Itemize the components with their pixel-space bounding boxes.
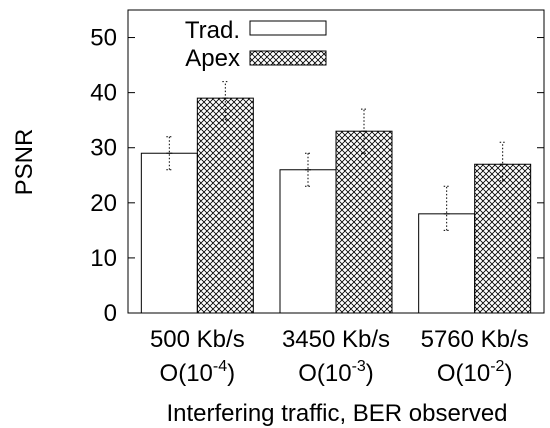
x-tick-label-rate: 500 Kb/s <box>150 326 245 353</box>
x-tick-label-rate: 5760 Kb/s <box>421 326 529 353</box>
bar-trad-0 <box>140 152 198 314</box>
y-tick-label: 30 <box>90 135 117 162</box>
y-tick-label: 40 <box>90 80 117 107</box>
y-axis-label: PSNR <box>11 129 38 196</box>
y-tick-label: 50 <box>90 25 117 52</box>
legend: Trad. Apex <box>185 17 327 72</box>
bar-trad-2 <box>418 213 476 314</box>
y-tick-group: 0 10 20 30 40 50 <box>90 25 544 327</box>
bar-apex-0 <box>196 97 254 314</box>
y-tick-label: 20 <box>90 190 117 217</box>
bar-apex-2 <box>474 163 532 314</box>
x-tick-label-ber: O(10-2) <box>437 358 513 387</box>
x-tick-group: 500 Kb/s O(10-4) 3450 Kb/s O(10-3) 5760 Kb/s… <box>150 326 529 387</box>
error-bar-group <box>166 81 506 231</box>
x-tick-label-ber: O(10-3) <box>298 358 374 387</box>
bar-trad-1 <box>279 169 337 314</box>
y-tick-label: 0 <box>104 300 117 327</box>
bar-group <box>140 97 532 314</box>
legend-label-trad: Trad. <box>185 17 240 44</box>
x-tick-label-ber: O(10-4) <box>160 358 236 387</box>
bar-apex-1 <box>335 130 393 314</box>
legend-swatch-trad <box>249 20 327 36</box>
x-tick-label-rate: 3450 Kb/s <box>282 326 390 353</box>
legend-label-apex: Apex <box>185 45 240 72</box>
y-tick-label: 10 <box>90 245 117 272</box>
legend-swatch-apex <box>249 50 327 66</box>
x-axis-label: Interfering traffic, BER observed <box>166 400 507 427</box>
